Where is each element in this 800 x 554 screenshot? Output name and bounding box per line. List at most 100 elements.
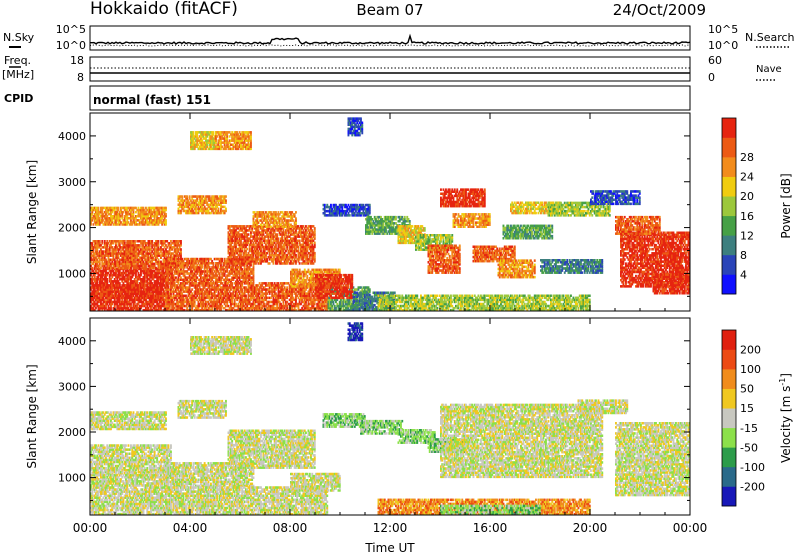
heatmap-region: [502, 224, 554, 240]
heatmap-region: [92, 284, 162, 300]
freq-panel: [89, 56, 691, 82]
colorbar-tick-label: -200: [740, 480, 765, 493]
colorbar-segment: [722, 466, 736, 487]
x-tick-label: 04:00: [173, 521, 208, 535]
y-tick-label: 2000: [58, 426, 86, 439]
x-tick-label: 00:00: [673, 521, 708, 535]
heatmap-region: [190, 336, 252, 355]
heatmap-region: [540, 259, 604, 274]
heatmap-region: [322, 413, 366, 428]
heatmap-region: [165, 462, 255, 488]
heatmap-cells: [90, 322, 690, 515]
heatmap-region: [590, 190, 641, 206]
heatmap-region: [252, 211, 297, 228]
y-tick-label: 2000: [58, 222, 86, 235]
heatmap-region: [215, 131, 252, 151]
heatmap-region: [440, 504, 541, 515]
beam-title: Beam 07: [356, 1, 423, 19]
colorbar-segment: [722, 427, 736, 448]
freq-label-line2: [MHz]: [2, 68, 34, 81]
colorbar-segment: [722, 349, 736, 370]
colorbar-tick-label: 20: [740, 190, 754, 203]
colorbar-frame: [721, 329, 737, 507]
nsky-tick-top: 10^5: [56, 23, 86, 36]
heatmap-region: [322, 203, 371, 217]
heatmap-region: [497, 259, 536, 279]
colorbar-segment: [722, 118, 736, 138]
y-tick-label: 3000: [58, 380, 86, 393]
heatmap-region: [165, 282, 329, 311]
freq-tick-top: 18: [70, 54, 84, 67]
nsearch-trace: [89, 44, 691, 47]
heatmap-region: [452, 213, 491, 228]
nsearch-tick-bottom: 10^0: [708, 39, 738, 52]
heatmap-region: [547, 201, 611, 217]
colorbar-segment: [722, 447, 736, 468]
colorbar-tick-label: -50: [740, 441, 758, 454]
heatmap-region: [615, 422, 690, 497]
heatmap-region: [90, 206, 167, 226]
heatmap-region: [377, 294, 591, 311]
colorbar-segment: [722, 215, 736, 236]
heatmap-region: [227, 429, 316, 469]
velocity-panel: 1000 2000 3000 4000 00:00 04:00 08:00 12:00 16:0…: [25, 317, 793, 535]
heatmap-region: [440, 403, 604, 479]
freq-label-line1: Freq.: [4, 54, 31, 67]
colorbar-segment: [722, 157, 736, 177]
colorbar-tick-label: 16: [740, 210, 754, 223]
colorbar-segment: [722, 388, 736, 409]
colorbar-title: Power [dB]: [779, 173, 793, 238]
y-tick-label: 3000: [58, 176, 86, 189]
colorbar-segment: [722, 196, 736, 217]
station-title: Hokkaido (fitACF): [90, 0, 238, 19]
x-tick-label: 16:00: [473, 521, 508, 535]
heatmap-region: [360, 419, 404, 435]
colorbar-segment: [722, 486, 736, 507]
colorbar-tick-label: 24: [740, 171, 754, 184]
heatmap-region: [177, 399, 227, 419]
colorbar-tick-label: 4: [740, 268, 747, 281]
colorbar-segment: [722, 330, 736, 350]
nsky-trace: [90, 33, 691, 45]
heatmap-region: [365, 215, 411, 235]
x-tick-label: 00:00: [73, 521, 108, 535]
colorbar-segment: [722, 235, 736, 256]
heatmap-region: [315, 273, 354, 300]
colorbar-segment: [722, 408, 736, 429]
colorbar-tick-label: 8: [740, 249, 747, 262]
x-axis-title: Time UT: [364, 541, 415, 554]
heatmap-region: [440, 188, 486, 208]
heatmap-region: [347, 322, 364, 342]
nave-tick-top: 60: [708, 54, 722, 67]
nsky-label: N.Sky: [3, 31, 35, 44]
heatmap-region: [90, 411, 167, 431]
heatmap-region: [427, 244, 461, 274]
y-tick-label: 4000: [58, 335, 86, 348]
x-tick-label: 12:00: [373, 521, 408, 535]
cpid-text: normal (fast) 151: [93, 93, 211, 107]
y-tick-label: 1000: [58, 267, 86, 280]
x-tick-label: 20:00: [573, 521, 608, 535]
heatmap-region: [347, 117, 364, 137]
colorbar-tick-label: 12: [740, 229, 754, 242]
x-tick-label: 08:00: [273, 521, 308, 535]
heatmap-region: [227, 225, 316, 265]
nsearch-tick-top: 10^5: [708, 23, 738, 36]
colorbar-tick-label: -100: [740, 461, 765, 474]
heatmap-region: [652, 273, 690, 295]
colorbar-segment: [722, 254, 736, 275]
y-tick-label: 1000: [58, 472, 86, 485]
freq-tick-bottom: 8: [77, 71, 84, 84]
colorbar-tick-label: 50: [740, 383, 754, 396]
y-tick-label: 4000: [58, 130, 86, 143]
nsky-panel: [89, 25, 691, 51]
colorbar-segment: [722, 137, 736, 158]
y-axis-title: Slant Range [km]: [25, 160, 39, 264]
heatmap-region: [90, 444, 172, 474]
colorbar-segment: [722, 369, 736, 389]
heatmap-cells: [90, 117, 690, 311]
colorbar-segment: [722, 176, 736, 197]
heatmap-region: [165, 257, 255, 283]
heatmap-region: [615, 215, 661, 235]
nsearch-label: N.Search: [745, 31, 795, 44]
